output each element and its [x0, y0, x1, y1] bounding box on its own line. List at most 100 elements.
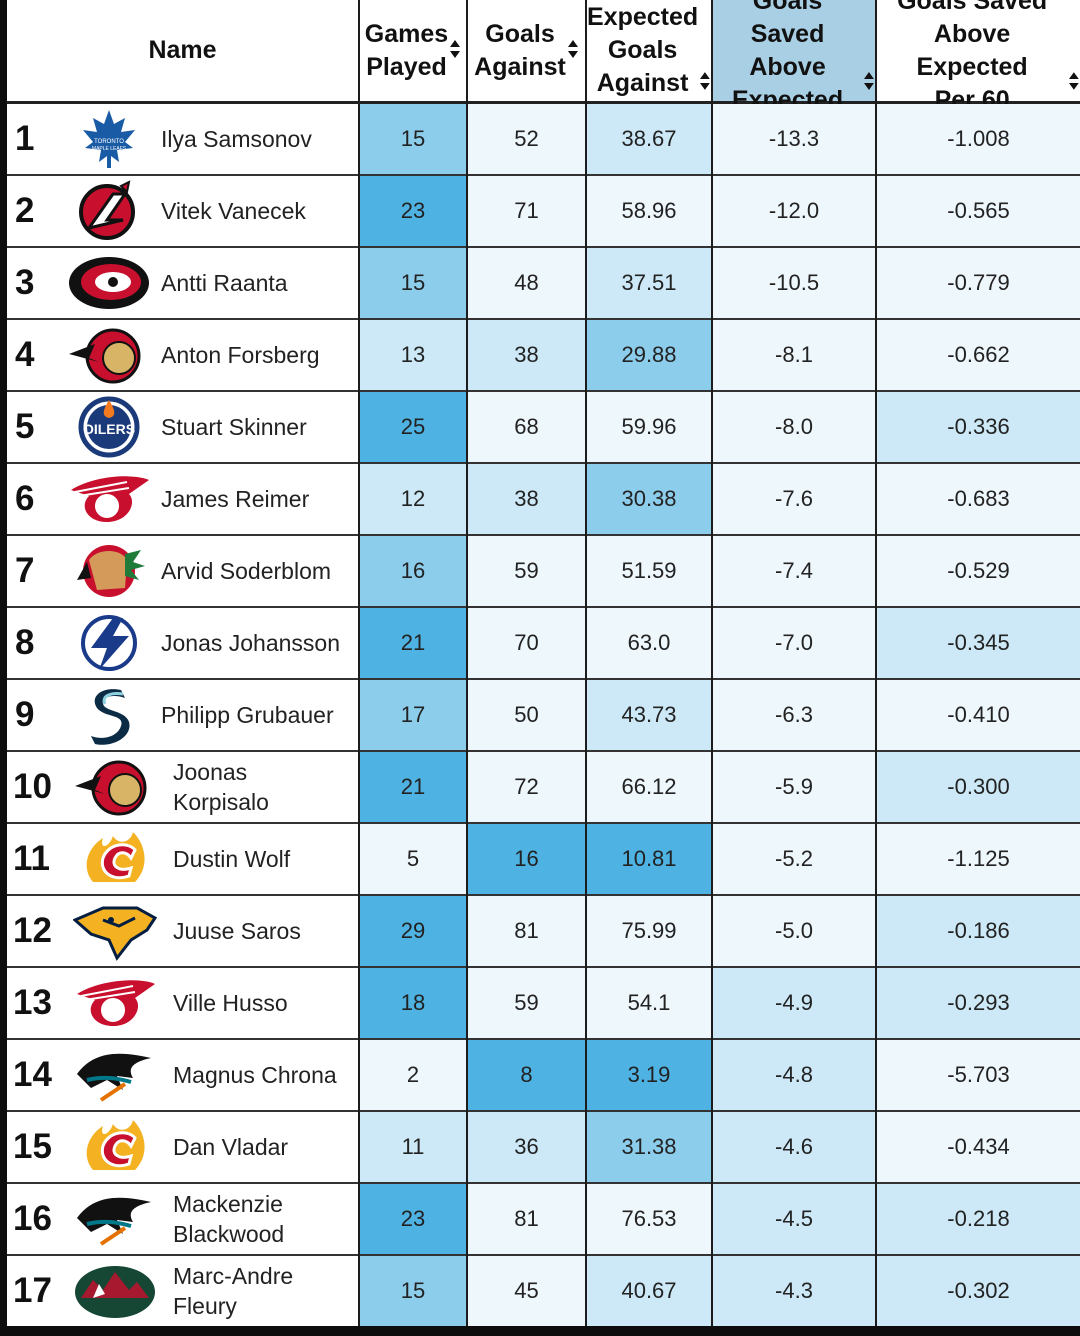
header-expected-goals-against[interactable]: Expected Goals Against [587, 0, 711, 104]
games-played-cell: 15 [360, 248, 466, 320]
svg-text:MAPLE LEAFS: MAPLE LEAFS [92, 146, 127, 152]
goalie-stats-table: Name Games Played Goals Against Expected… [7, 0, 1080, 1326]
column-divider [585, 248, 587, 320]
senators-logo [73, 756, 157, 818]
games-played-cell: 16 [360, 536, 466, 608]
svg-text:TORONTO: TORONTO [94, 139, 124, 145]
player-name: Ville Husso [173, 990, 288, 1016]
oilers-logo: OILERS [67, 396, 151, 458]
column-divider [875, 1040, 877, 1112]
column-divider [358, 608, 360, 680]
column-divider [358, 824, 360, 896]
blackhawks-logo [67, 540, 151, 602]
rank-number: 9 [15, 695, 35, 734]
header-name[interactable]: Name [7, 0, 358, 104]
header-goals-against[interactable]: Goals Against [468, 0, 585, 104]
expected-goals-against-cell: 63.0 [587, 608, 711, 680]
table-row-name-cell: 12 Juuse Saros [7, 896, 358, 968]
column-divider [466, 1112, 468, 1184]
games-played-cell: 2 [360, 1040, 466, 1112]
player-name: Antti Raanta [161, 270, 288, 296]
games-played-cell: 29 [360, 896, 466, 968]
games-played-cell: 13 [360, 320, 466, 392]
column-divider [585, 608, 587, 680]
column-divider [875, 0, 877, 104]
rank-number: 7 [15, 551, 35, 590]
column-divider [358, 392, 360, 464]
rank-number: 2 [15, 191, 35, 230]
table-row-name-cell: 16 Mackenzie Blackwood [7, 1184, 358, 1256]
column-divider [585, 968, 587, 1040]
column-divider [711, 536, 713, 608]
goals-against-cell: 38 [468, 464, 585, 536]
column-divider [875, 464, 877, 536]
column-divider [875, 968, 877, 1040]
sort-icon[interactable] [863, 71, 875, 91]
column-divider [466, 392, 468, 464]
sharks-logo [73, 1188, 157, 1250]
rank-number: 11 [13, 839, 50, 878]
expected-goals-against-cell: 30.38 [587, 464, 711, 536]
column-divider [585, 176, 587, 248]
flames-logo [73, 828, 157, 890]
header-games-played[interactable]: Games Played [360, 0, 466, 104]
column-divider [875, 1112, 877, 1184]
column-divider [358, 1112, 360, 1184]
column-divider [711, 320, 713, 392]
column-divider [585, 680, 587, 752]
gsax-per-60-cell: -0.345 [877, 608, 1080, 680]
gsax-cell: -8.0 [713, 392, 875, 464]
player-name: Juuse Saros [173, 918, 301, 944]
expected-goals-against-cell: 75.99 [587, 896, 711, 968]
rank-number: 5 [15, 407, 35, 446]
header-expected-goals-against-label: Expected Goals Against [587, 3, 699, 97]
header-games-played-label: Games Played [364, 19, 449, 81]
column-divider [466, 1184, 468, 1256]
sort-icon[interactable] [1068, 71, 1080, 91]
header-gsax-per-60-label: Goals Saved Above Expected Per 60 [897, 0, 1048, 114]
sort-icon[interactable] [567, 39, 579, 59]
column-divider [358, 968, 360, 1040]
column-divider [711, 1256, 713, 1326]
goals-against-cell: 48 [468, 248, 585, 320]
rank-number: 14 [13, 1055, 52, 1094]
column-divider [711, 248, 713, 320]
column-divider [466, 1256, 468, 1326]
table-row-name-cell: 7 Arvid Soderblom [7, 536, 358, 608]
sort-icon[interactable] [699, 71, 711, 91]
player-name: Stuart Skinner [161, 414, 307, 440]
games-played-cell: 5 [360, 824, 466, 896]
table-row-name-cell: 4 Anton Forsberg [7, 320, 358, 392]
sort-icon[interactable] [449, 39, 461, 59]
devils-logo [67, 180, 151, 242]
column-divider [358, 1040, 360, 1112]
column-divider [585, 1112, 587, 1184]
rank-number: 13 [13, 983, 52, 1022]
goals-against-cell: 71 [468, 176, 585, 248]
player-name: Dustin Wolf [173, 846, 291, 872]
column-divider [711, 608, 713, 680]
gsax-per-60-cell: -0.218 [877, 1184, 1080, 1256]
column-divider [875, 608, 877, 680]
column-divider [585, 536, 587, 608]
column-divider [875, 1256, 877, 1326]
table-row-name-cell: 8 Jonas Johansson [7, 608, 358, 680]
gsax-per-60-cell: -0.300 [877, 752, 1080, 824]
player-name: Philipp Grubauer [161, 702, 334, 728]
header-gsax[interactable]: Goals Saved Above Expected [713, 0, 875, 114]
column-divider [711, 1040, 713, 1112]
column-divider [358, 680, 360, 752]
column-divider [466, 536, 468, 608]
bottom-edge [0, 1326, 1080, 1336]
header-gsax-per-60[interactable]: Goals Saved Above Expected Per 60 [877, 0, 1080, 114]
column-divider [711, 0, 713, 104]
table-row-name-cell: 15 Dan Vladar [7, 1112, 358, 1184]
player-name: Joonas Korpisalo [173, 759, 269, 815]
column-divider [711, 1112, 713, 1184]
gsax-per-60-cell: -0.186 [877, 896, 1080, 968]
gsax-per-60-cell: -0.336 [877, 392, 1080, 464]
column-divider [466, 248, 468, 320]
table-row-name-cell: 2 Vitek Vanecek [7, 176, 358, 248]
column-divider [585, 1040, 587, 1112]
column-divider [875, 680, 877, 752]
